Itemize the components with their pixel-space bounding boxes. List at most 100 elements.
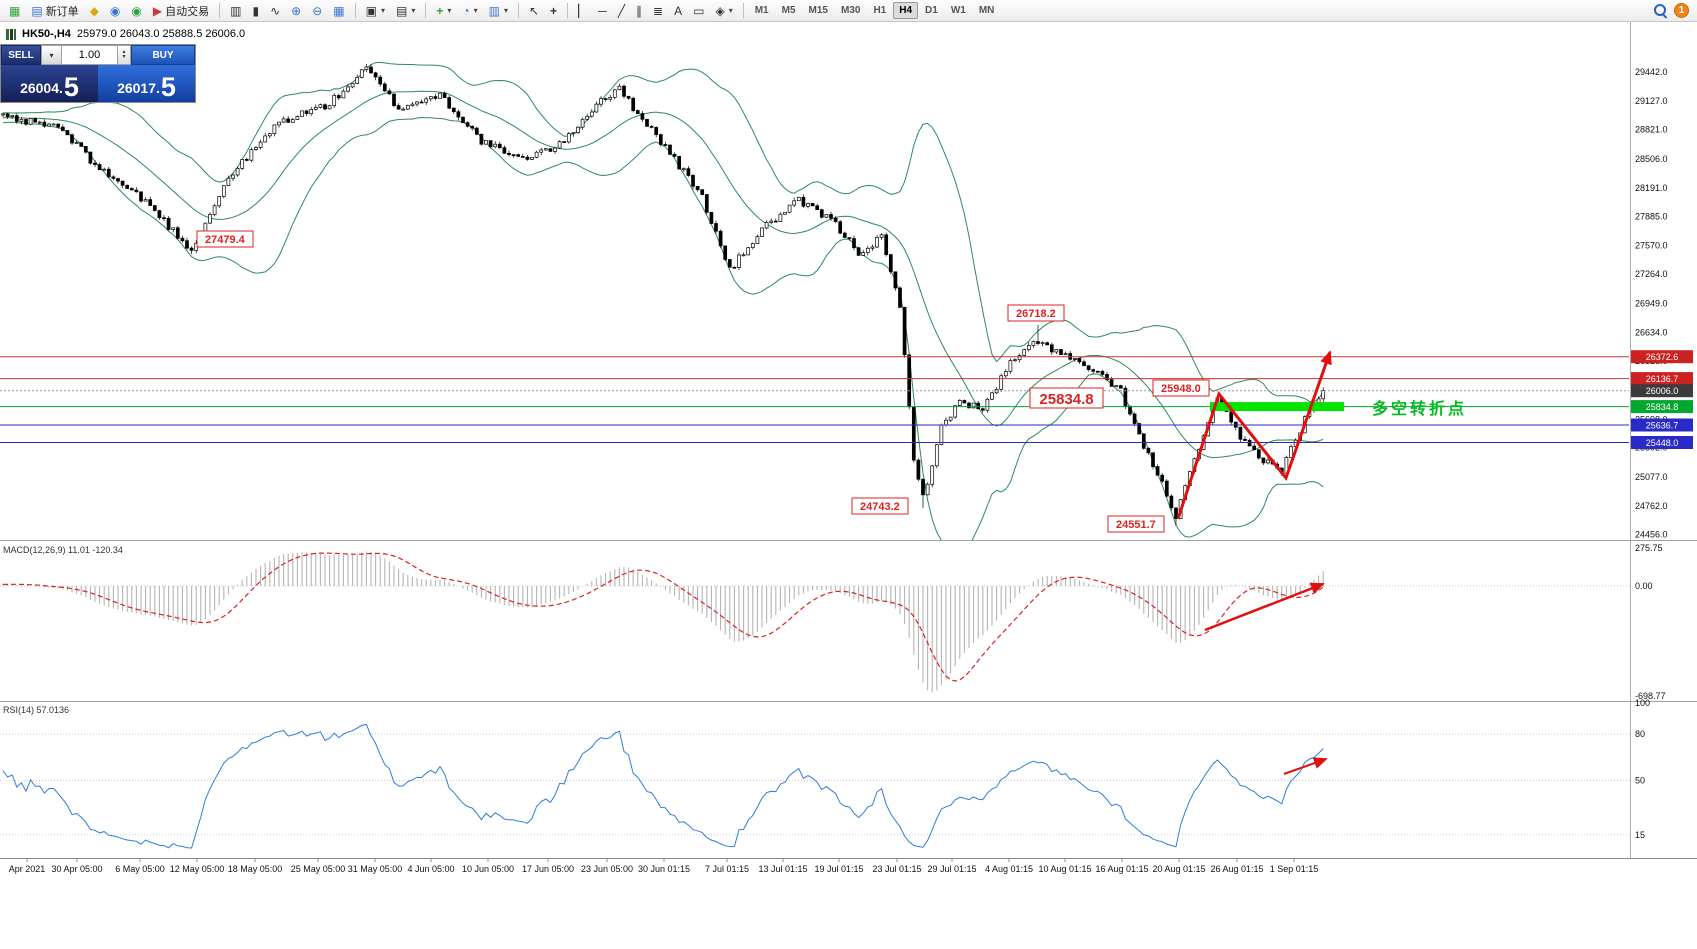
- timeframe-h4-button[interactable]: H4: [893, 2, 919, 19]
- templates-button[interactable]: ▥ ▾: [484, 1, 513, 20]
- market-button[interactable]: ◉: [126, 1, 146, 20]
- time-axis-label: 10 Jun 05:00: [462, 864, 514, 874]
- add-indicator-icon: +: [436, 3, 444, 18]
- vertical-line-icon: ▏: [578, 3, 588, 18]
- trade-panel-prices: 26004. 5 26017. 5: [1, 65, 195, 102]
- rsi-scale-label: 50: [1635, 776, 1645, 786]
- channel-button[interactable]: ∥: [631, 1, 647, 20]
- trendline-button[interactable]: ╱: [613, 1, 630, 20]
- horizontal-line-button[interactable]: ─: [593, 1, 612, 20]
- bar-chart-button[interactable]: ▥: [225, 1, 246, 20]
- timeframe-m5-button[interactable]: M5: [776, 2, 802, 19]
- zoom-out-button[interactable]: ⊖: [307, 1, 327, 20]
- tile-windows-button[interactable]: ▦: [328, 1, 349, 20]
- candlestick-chart-button[interactable]: ▮: [247, 1, 264, 20]
- price-tag: [1631, 372, 1693, 386]
- sell-price-big-digit: 5: [63, 72, 79, 103]
- trendline-icon: ╱: [617, 3, 626, 18]
- price-scale-label: 28191.0: [1635, 183, 1668, 193]
- line-chart-icon: ∿: [270, 3, 281, 18]
- new-order-icon: ▤: [31, 3, 43, 18]
- toolbar-right-group: 1: [1653, 3, 1693, 18]
- chart-window-button[interactable]: ▦: [4, 1, 25, 20]
- time-axis-label: 25 May 05:00: [291, 864, 346, 874]
- main-chart-layer[interactable]: [0, 61, 1630, 553]
- price-tag-label: 26006.0: [1646, 386, 1679, 396]
- search-icon[interactable]: [1653, 3, 1668, 18]
- price-label-box[interactable]: [1029, 387, 1104, 409]
- buy-price-big-digit: 5: [160, 72, 176, 103]
- macd-scale-max: 275.75: [1635, 543, 1663, 553]
- time-axis-label: 18 May 05:00: [228, 864, 283, 874]
- label-tool-button[interactable]: ▭: [688, 1, 709, 20]
- price-tag-label: 25448.0: [1646, 438, 1679, 448]
- volume-input[interactable]: [62, 45, 118, 65]
- price-label: 25948.0: [1161, 383, 1201, 395]
- timeframe-w1-button[interactable]: W1: [945, 2, 972, 19]
- community-button[interactable]: ◉: [105, 1, 125, 20]
- price-tag: [1631, 350, 1693, 364]
- price-label-box[interactable]: [1152, 379, 1210, 397]
- timeframe-m30-button[interactable]: M30: [835, 2, 866, 19]
- chart-canvas[interactable]: 29442.0 29127.0 28821.0 28506.0 28191.0 27885…: [0, 22, 1697, 949]
- vertical-line-button[interactable]: ▏: [573, 1, 592, 20]
- price-label-box[interactable]: [1107, 515, 1165, 533]
- price-scale[interactable]: 29442.0 29127.0 28821.0 28506.0 28191.0 27885…: [1631, 67, 1693, 540]
- time-axis-label: 23 Jun 05:00: [581, 864, 633, 874]
- notification-badge[interactable]: 1: [1674, 3, 1689, 18]
- turning-point-zone[interactable]: [1210, 402, 1344, 412]
- price-label: 26718.2: [1016, 308, 1056, 320]
- sell-price-panel[interactable]: 26004. 5: [1, 65, 98, 102]
- price-scale-label: 29442.0: [1635, 67, 1668, 77]
- trend-zigzag-arrow[interactable]: [1176, 350, 1332, 520]
- cursor-button[interactable]: ↖: [524, 1, 544, 20]
- time-scale[interactable]: Apr 2021 30 Apr 05:00 6 May 05:00 12 May 05…: [9, 858, 1319, 874]
- time-axis-label: 10 Aug 01:15: [1038, 864, 1091, 874]
- price-tag-label: 25636.7: [1646, 420, 1679, 430]
- indicators-button[interactable]: + ▾: [431, 1, 456, 20]
- timeframe-d1-button[interactable]: D1: [919, 2, 944, 19]
- price-scale-label: 24762.0: [1635, 501, 1668, 511]
- volume-dropdown-button[interactable]: ▾: [41, 45, 62, 65]
- new-order-button[interactable]: ▤ 新订单: [26, 1, 83, 20]
- periods-button[interactable]: ◔ ▾: [457, 1, 482, 20]
- macd-histogram: [2, 551, 1324, 693]
- bar-chart-icon: ▥: [230, 3, 242, 18]
- timeframe-m15-button[interactable]: M15: [803, 2, 834, 19]
- chart-ohlc-header: HK50-,H4 25979.0 26043.0 25888.5 26006.0: [6, 28, 245, 40]
- text-tool-button[interactable]: A: [669, 1, 687, 20]
- stepper-down-icon[interactable]: ▾: [122, 54, 126, 60]
- toolbar-separator: [219, 3, 221, 18]
- rsi-scale-label: 15: [1635, 830, 1645, 840]
- timeframe-mn-button[interactable]: MN: [973, 2, 1001, 19]
- autotrade-button[interactable]: ▶ 自动交易: [148, 1, 214, 20]
- sell-button[interactable]: SELL: [1, 45, 41, 65]
- price-scale-label: 24456.0: [1635, 530, 1668, 540]
- zoom-in-button[interactable]: ⊕: [286, 1, 306, 20]
- shapes-icon: ◈: [715, 3, 725, 18]
- timeframe-m1-button[interactable]: M1: [749, 2, 775, 19]
- time-axis-label: 7 Jul 01:15: [705, 864, 749, 874]
- time-axis-label: 29 Jul 01:15: [927, 864, 976, 874]
- rsi-trend-arrow[interactable]: [1283, 757, 1328, 775]
- price-label: 27479.4: [205, 234, 246, 246]
- volume-stepper[interactable]: ▴ ▾: [118, 45, 131, 65]
- crosshair-button[interactable]: +: [545, 1, 562, 20]
- buy-button[interactable]: BUY: [131, 45, 195, 65]
- price-label-box[interactable]: [196, 230, 254, 248]
- buy-price-panel[interactable]: 26017. 5: [98, 65, 195, 102]
- timeframe-h1-button[interactable]: H1: [867, 2, 892, 19]
- price-label: 25834.8: [1039, 391, 1093, 408]
- profiles-button[interactable]: ▤ ▾: [391, 1, 420, 20]
- price-label-box[interactable]: [851, 497, 909, 515]
- macd-trend-arrow[interactable]: [1204, 582, 1325, 632]
- shapes-button[interactable]: ◈ ▾: [710, 1, 737, 20]
- stepper-up-icon[interactable]: ▴: [122, 49, 126, 55]
- time-axis-label: 1 Sep 01:15: [1270, 864, 1319, 874]
- chevron-down-icon: ▾: [447, 6, 452, 15]
- price-label-box[interactable]: [1007, 304, 1065, 322]
- line-chart-button[interactable]: ∿: [265, 1, 285, 20]
- new-chart-button[interactable]: ▣ ▾: [361, 1, 390, 20]
- mql5-button[interactable]: ◆: [85, 1, 104, 20]
- fibonacci-button[interactable]: ≣: [648, 1, 668, 20]
